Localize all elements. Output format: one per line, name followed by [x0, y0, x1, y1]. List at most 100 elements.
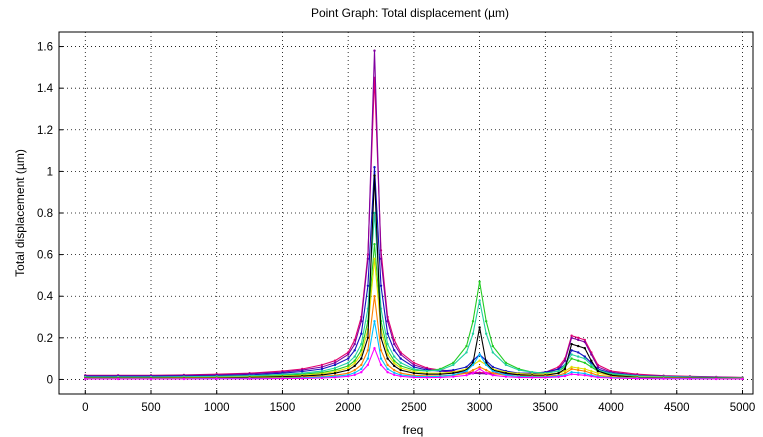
series-1: [84, 49, 744, 379]
series-point: [570, 353, 573, 356]
series-point: [301, 372, 304, 375]
series-point: [393, 359, 396, 362]
series-point: [583, 367, 586, 371]
series-point: [386, 371, 389, 374]
series-point: [688, 377, 692, 380]
series-point: [439, 376, 442, 379]
series-point: [485, 363, 488, 367]
series-point: [583, 338, 586, 342]
series-point: [386, 320, 389, 323]
series-point: [281, 373, 284, 376]
series-point: [360, 367, 363, 371]
series-point: [504, 363, 508, 367]
x-tick-label: 2000: [335, 402, 361, 414]
series-point: [353, 373, 356, 377]
series-point: [570, 349, 573, 352]
series-point: [439, 368, 442, 372]
series-point: [491, 344, 494, 348]
series-point: [577, 359, 580, 362]
series-point: [452, 372, 455, 375]
x-axis: 0 500 1000 1500 2000 2500 3000 3500 4000 4500 5000: [82, 390, 755, 414]
series-point: [373, 174, 376, 177]
series-point: [360, 342, 363, 346]
series-point: [577, 355, 580, 358]
series-point: [353, 349, 356, 352]
series-point: [577, 344, 580, 348]
series-point: [452, 375, 455, 378]
series-point: [393, 355, 396, 358]
series-point: [360, 371, 363, 374]
series-point: [373, 49, 376, 52]
series-point: [577, 371, 580, 374]
series-point: [333, 363, 337, 367]
series-point: [320, 365, 324, 369]
series-point: [471, 320, 475, 323]
series-point: [393, 373, 396, 377]
series-point: [596, 372, 600, 375]
x-tick-label: 3500: [533, 402, 559, 414]
series-point: [465, 344, 468, 348]
series-point: [609, 372, 613, 375]
series-point: [596, 376, 600, 379]
series-point: [485, 372, 488, 375]
series-point: [485, 368, 488, 372]
series-point: [366, 349, 370, 352]
series-point: [491, 372, 494, 375]
series-point: [590, 363, 593, 367]
series-point: [596, 365, 600, 369]
series-point: [366, 357, 370, 360]
y-tick-label: 0.8: [37, 208, 53, 220]
series-point: [577, 351, 580, 354]
series-point: [577, 368, 580, 372]
series-point: [373, 347, 376, 350]
series-point: [399, 353, 402, 356]
series-point: [301, 377, 304, 380]
series-point: [504, 373, 508, 377]
series-point: [715, 377, 718, 381]
y-axis: 0 0.2 0.4 0.6 0.8 1 1.2 1.4 1.6: [37, 42, 63, 386]
series-point: [149, 377, 153, 381]
series-point: [485, 332, 488, 335]
series-line-4: [85, 212, 743, 379]
series-point: [478, 353, 481, 356]
series-point: [563, 374, 567, 378]
series-point: [577, 373, 580, 376]
series-0: [84, 76, 744, 379]
series-point: [471, 368, 475, 372]
series-point: [347, 366, 350, 370]
series-point: [583, 357, 586, 360]
series-point: [353, 342, 356, 346]
series-point: [590, 353, 593, 356]
series-point: [281, 377, 284, 380]
series-point: [504, 361, 508, 364]
series-point: [465, 372, 468, 375]
series-point: [471, 372, 475, 375]
series-point: [425, 376, 429, 379]
series-point: [386, 342, 389, 346]
series-point: [379, 363, 383, 367]
series-point: [347, 368, 350, 372]
series-point: [517, 376, 521, 379]
series-point: [465, 351, 468, 354]
series-point: [583, 372, 586, 375]
series-point: [347, 357, 350, 360]
series-point: [662, 377, 665, 380]
series-point: [583, 374, 586, 377]
y-tick-label: 0.2: [37, 333, 53, 345]
series-point: [347, 372, 350, 375]
series-point: [590, 359, 593, 362]
series-point: [491, 369, 494, 373]
series-point: [360, 357, 363, 360]
series-point: [478, 359, 481, 362]
series-point: [478, 365, 481, 369]
series-point: [563, 369, 567, 373]
series-3: [84, 243, 744, 380]
series-point: [373, 320, 376, 323]
series-point: [320, 369, 324, 373]
x-tick-label: 4000: [598, 402, 624, 414]
series-point: [471, 363, 475, 367]
x-tick-label: 3000: [467, 402, 493, 414]
series-point: [333, 376, 337, 379]
x-tick-label: 2500: [401, 402, 427, 414]
series-point: [320, 363, 324, 367]
